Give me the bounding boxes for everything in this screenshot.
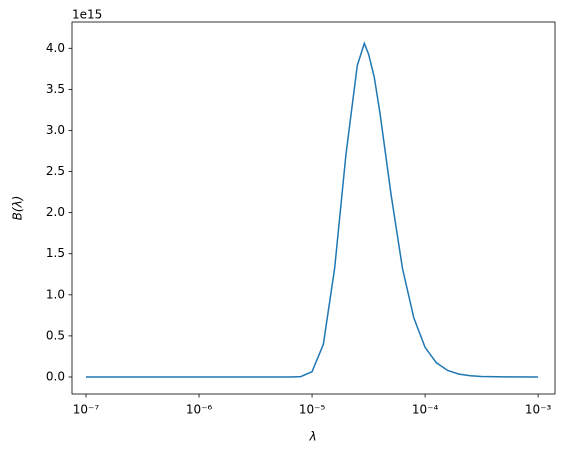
- line-series: [85, 41, 539, 378]
- offset-text: 1e15: [72, 8, 102, 22]
- y-tick-label: 1.5: [46, 246, 65, 260]
- x-tick-label: 10⁻⁷: [73, 403, 100, 417]
- y-tick-label: 0.0: [46, 369, 65, 383]
- y-tick-label: 0.5: [46, 328, 65, 342]
- x-axis-label: λ: [308, 430, 316, 444]
- y-tick-label: 4.0: [46, 41, 65, 55]
- y-axis-label: B(λ): [11, 196, 25, 221]
- y-tick-label: 3.0: [46, 123, 65, 137]
- x-tick-label: 10⁻⁶: [186, 403, 213, 417]
- x-tick-label: 10⁻⁵: [299, 403, 326, 417]
- y-tick-label: 2.0: [46, 205, 65, 219]
- y-tick-label: 3.5: [46, 82, 65, 96]
- y-tick-label: 2.5: [46, 164, 65, 178]
- x-tick-label: 10⁻³: [525, 403, 552, 417]
- axes-frame: [71, 21, 556, 395]
- x-tick-label: 10⁻⁴: [412, 403, 439, 417]
- y-tick-label: 1.0: [46, 287, 65, 301]
